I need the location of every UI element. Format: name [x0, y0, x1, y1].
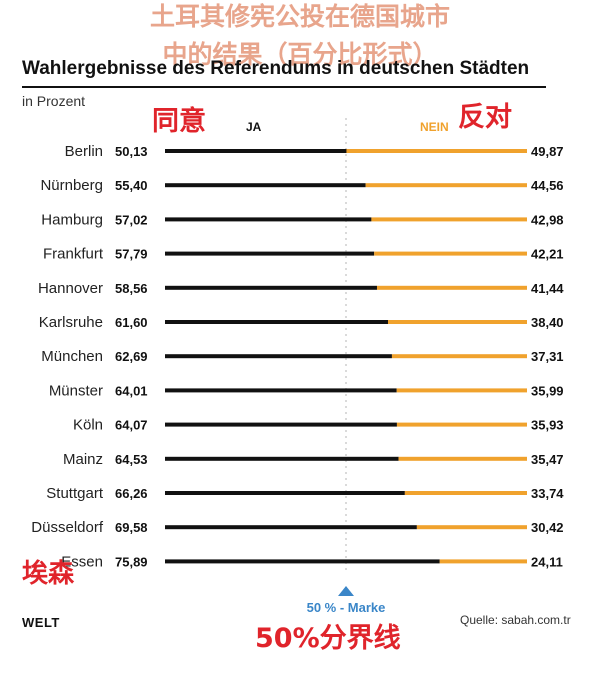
nein-value-label: 42,21 — [531, 247, 564, 262]
ja-value-label: 64,53 — [115, 452, 148, 467]
ja-value-label: 58,56 — [115, 281, 148, 296]
reference-marker-triangle — [338, 586, 354, 596]
nein-value-label: 37,31 — [531, 349, 564, 364]
reference-line-label: 50 % - Marke — [306, 600, 386, 615]
ja-value-label: 62,69 — [115, 349, 148, 364]
legend-ja: JA — [246, 120, 262, 134]
ja-value-label: 61,60 — [115, 315, 148, 330]
zh-midline-label: 50%分界线 — [255, 623, 401, 654]
nein-value-label: 49,87 — [531, 144, 564, 159]
chart-title: Wahlergebnisse des Referendums in deutsc… — [22, 58, 530, 79]
ja-bar — [165, 388, 397, 393]
nein-value-label: 35,93 — [531, 418, 564, 433]
ja-bar — [165, 559, 440, 564]
nein-value-label: 38,40 — [531, 315, 564, 330]
nein-value-label: 35,47 — [531, 452, 564, 467]
ja-bar — [165, 217, 372, 222]
zh-essen-label: 埃森 — [22, 559, 75, 589]
city-label: Berlin — [65, 143, 103, 160]
source-credit: Quelle: sabah.com.tr — [460, 613, 571, 627]
nein-bar — [391, 354, 527, 359]
welt-logo: WELT — [22, 615, 60, 630]
city-label: Nürnberg — [40, 177, 103, 194]
ja-value-label: 55,40 — [115, 178, 148, 193]
nein-value-label: 42,98 — [531, 212, 564, 227]
ja-bar — [165, 285, 377, 290]
chart-subtitle: in Prozent — [22, 93, 86, 109]
nein-bar — [374, 251, 527, 256]
nein-bar — [439, 559, 527, 564]
nein-bar — [376, 285, 527, 290]
nein-value-label: 30,42 — [531, 520, 564, 535]
nein-value-label: 33,74 — [531, 486, 564, 501]
ja-bar — [165, 183, 366, 188]
nein-bar — [416, 525, 527, 530]
nein-bar — [404, 491, 527, 495]
ja-bar — [165, 491, 405, 495]
city-label: Hannover — [38, 280, 103, 297]
zh-no-label: 反对 — [458, 102, 512, 133]
ja-value-label: 66,26 — [115, 486, 148, 501]
city-label: Stuttgart — [46, 485, 104, 502]
ja-value-label: 64,07 — [115, 418, 148, 433]
nein-bar — [398, 456, 527, 461]
ja-value-label: 50,13 — [115, 144, 148, 159]
zh-title-line2: 中的结果（百分比形式） — [162, 40, 438, 69]
ja-bar — [165, 251, 375, 256]
ja-bar — [165, 422, 397, 427]
nein-bar — [371, 217, 527, 222]
ja-value-label: 69,58 — [115, 520, 148, 535]
nein-value-label: 35,99 — [531, 383, 564, 398]
city-label: Frankfurt — [43, 246, 104, 263]
ja-value-label: 64,01 — [115, 383, 148, 398]
legend-nein: NEIN — [420, 120, 449, 134]
ja-bar — [165, 525, 417, 530]
city-label: München — [41, 348, 103, 365]
city-label: Münster — [49, 382, 103, 399]
city-label: Essen — [61, 553, 103, 570]
ja-bar — [165, 320, 388, 324]
nein-bar — [387, 320, 527, 324]
nein-value-label: 44,56 — [531, 178, 564, 193]
ja-bar — [165, 456, 399, 461]
zh-title-line1: 土耳其修宪公投在德国城市 — [149, 2, 450, 31]
city-label: Karlsruhe — [39, 314, 103, 331]
ja-value-label: 75,89 — [115, 554, 148, 569]
city-label: Hamburg — [41, 211, 103, 228]
city-label: Düsseldorf — [31, 519, 104, 536]
city-label: Köln — [73, 417, 103, 434]
nein-bar — [346, 149, 527, 153]
nein-bar — [396, 388, 527, 393]
nein-bar — [396, 422, 527, 427]
nein-bar — [365, 183, 527, 188]
ja-value-label: 57,79 — [115, 247, 148, 262]
nein-value-label: 41,44 — [531, 281, 564, 296]
ja-bar — [165, 149, 347, 153]
title-rule — [22, 86, 546, 88]
city-label: Mainz — [63, 451, 103, 468]
zh-yes-label: 同意 — [152, 106, 206, 137]
ja-value-label: 57,02 — [115, 212, 148, 227]
ja-bar — [165, 354, 392, 359]
nein-value-label: 24,11 — [531, 554, 563, 569]
